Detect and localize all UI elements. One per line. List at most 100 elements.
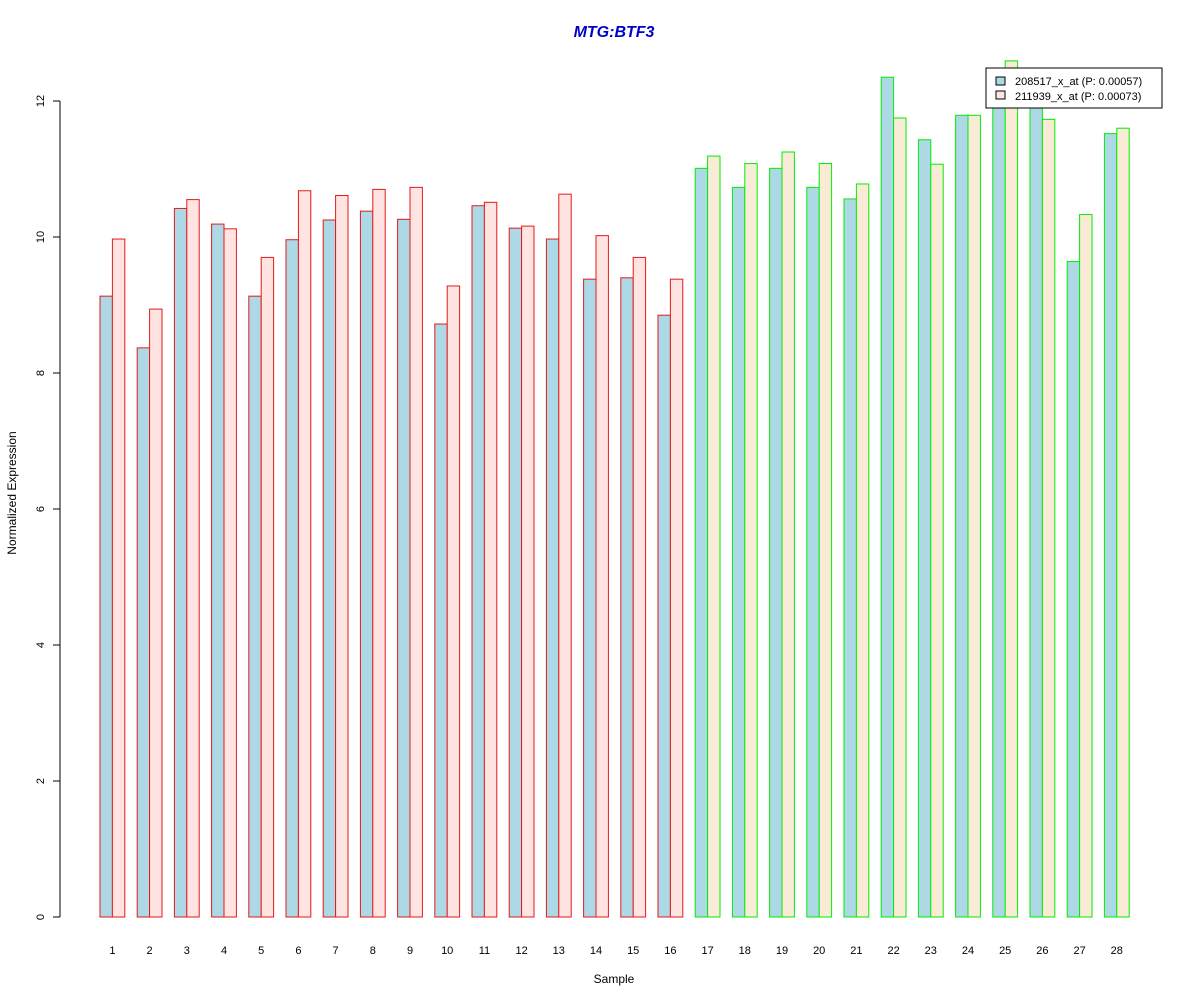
bar-series-1-sample-15 — [620, 277, 634, 918]
legend-swatch-series-1 — [995, 76, 1006, 86]
x-tick-label: 24 — [962, 945, 974, 957]
legend-swatch-series-2 — [995, 90, 1006, 100]
bar-series-1-sample-25 — [992, 95, 1006, 918]
bar-series-2-sample-21 — [855, 183, 870, 918]
y-tick-label: 12 — [35, 95, 47, 107]
bar-series-1-sample-11 — [471, 205, 485, 918]
bar-series-2-sample-20 — [818, 163, 833, 918]
x-tick-label: 18 — [739, 945, 751, 957]
bar-series-1-sample-13 — [545, 238, 560, 918]
x-tick-label: 27 — [1073, 945, 1085, 957]
x-tick-label: 22 — [887, 945, 899, 957]
bar-series-1-sample-16 — [657, 314, 671, 918]
bar-series-1-sample-4 — [211, 223, 225, 918]
bar-series-1-sample-26 — [1029, 100, 1043, 918]
bar-series-1-sample-12 — [508, 227, 523, 918]
legend-box — [985, 67, 1163, 109]
x-tick-label: 10 — [441, 945, 453, 957]
bar-series-1-sample-21 — [843, 198, 857, 918]
y-tick-label: 10 — [35, 231, 47, 243]
bar-series-2-sample-9 — [409, 186, 423, 918]
x-tick-label: 17 — [701, 945, 713, 957]
bar-series-1-sample-27 — [1066, 260, 1081, 918]
y-tick-label: 4 — [35, 642, 47, 648]
bar-series-1-sample-3 — [173, 207, 188, 918]
bar-series-1-sample-7 — [322, 219, 337, 918]
y-tick-label: 6 — [35, 506, 47, 512]
y-tick-label: 2 — [35, 778, 47, 784]
bar-series-2-sample-19 — [781, 151, 795, 918]
bar-series-2-sample-2 — [149, 308, 163, 918]
bar-series-2-sample-4 — [223, 228, 237, 918]
bar-series-2-sample-8 — [372, 188, 386, 918]
bar-series-1-sample-5 — [248, 295, 262, 918]
x-tick-label: 4 — [221, 945, 227, 957]
bar-series-1-sample-19 — [769, 167, 783, 918]
bar-series-2-sample-12 — [521, 225, 535, 918]
x-tick-label: 11 — [479, 945, 490, 957]
bar-series-2-sample-5 — [260, 256, 275, 918]
x-tick-label: 25 — [999, 945, 1011, 957]
x-tick-label: 5 — [258, 945, 264, 957]
bar-series-2-sample-27 — [1079, 214, 1093, 918]
bar-series-1-sample-20 — [806, 186, 820, 918]
bar-series-2-sample-24 — [967, 114, 981, 918]
bar-series-2-sample-10 — [446, 285, 461, 918]
bar-series-2-sample-11 — [483, 201, 498, 918]
x-tick-label: 6 — [295, 945, 301, 957]
bar-series-1-sample-18 — [731, 186, 746, 918]
bar-series-1-sample-23 — [917, 139, 932, 918]
bar-series-2-sample-22 — [893, 117, 907, 918]
y-axis: 0 2 4 6 8 10 12 — [35, 95, 61, 920]
bar-series-1-sample-1 — [99, 295, 113, 918]
bar-series-2-sample-25 — [1004, 60, 1019, 918]
x-tick-label: 1 — [109, 945, 115, 957]
bar-series-2-sample-13 — [558, 193, 572, 918]
bar-series-2-sample-14 — [595, 235, 609, 918]
x-tick-label: 12 — [515, 945, 527, 957]
bar-series-2-sample-23 — [930, 163, 944, 918]
bar-series-1-sample-9 — [397, 218, 411, 918]
bar-series-2-sample-3 — [186, 199, 200, 918]
bar-series-2-sample-7 — [335, 195, 349, 918]
chart-title: MTG:BTF3 — [574, 24, 655, 41]
x-axis-labels: 1 2 3 4 5 6 7 8 9 10 11 12 13 14 15 16 17 18 19 20 21 22 23 24 2… — [109, 945, 1123, 957]
bar-series-2-sample-1 — [111, 238, 126, 918]
y-tick-label: 8 — [35, 370, 47, 376]
x-tick-label: 14 — [590, 945, 602, 957]
bar-series-2-sample-26 — [1041, 118, 1056, 918]
x-tick-label: 13 — [553, 945, 565, 957]
y-tick-label: 0 — [35, 914, 47, 920]
x-axis-label: Sample — [594, 972, 635, 986]
x-tick-label: 9 — [407, 945, 413, 957]
legend-label-series-1: 208517_x_at (P: 0.00057) — [1015, 76, 1142, 88]
x-tick-label: 23 — [925, 945, 937, 957]
bar-series-2-sample-28 — [1116, 127, 1130, 918]
bars — [99, 60, 1130, 918]
bar-series-1-sample-2 — [136, 347, 151, 918]
x-tick-label: 26 — [1036, 945, 1048, 957]
x-tick-label: 3 — [184, 945, 190, 957]
bar-series-1-sample-10 — [434, 323, 448, 918]
x-tick-label: 16 — [664, 945, 676, 957]
bar-series-1-sample-22 — [880, 76, 895, 918]
x-tick-label: 20 — [813, 945, 825, 957]
x-tick-label: 8 — [370, 945, 376, 957]
y-axis-label: Normalized Expression — [5, 431, 19, 554]
x-tick-label: 28 — [1111, 945, 1123, 957]
bar-series-2-sample-17 — [707, 155, 721, 918]
legend-label-series-2: 211939_x_at (P: 0.00073) — [1015, 91, 1141, 103]
bar-series-1-sample-6 — [285, 239, 299, 918]
x-tick-label: 2 — [147, 945, 153, 957]
bar-series-2-sample-6 — [297, 190, 312, 918]
x-tick-label: 7 — [333, 945, 339, 957]
bar-series-2-sample-15 — [632, 256, 647, 918]
x-tick-label: 19 — [776, 945, 788, 957]
bar-series-1-sample-14 — [583, 278, 597, 918]
x-tick-label: 21 — [850, 945, 862, 957]
bar-series-2-sample-18 — [744, 163, 758, 918]
bar-series-1-sample-17 — [694, 167, 709, 918]
bar-series-1-sample-24 — [955, 114, 969, 918]
bar-series-2-sample-16 — [669, 278, 684, 918]
